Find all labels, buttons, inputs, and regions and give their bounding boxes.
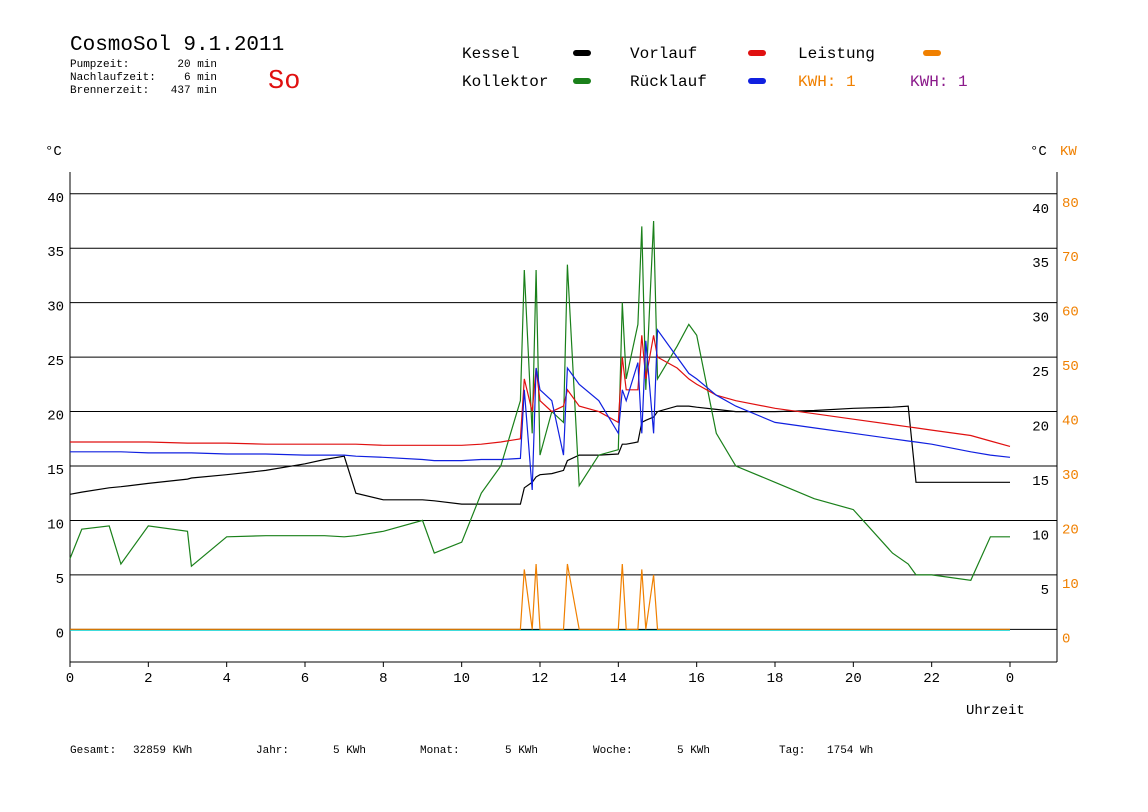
x-tick-label: 18 — [767, 671, 784, 687]
legend-label: Kollektor — [462, 73, 548, 91]
y-tick-label: 20 — [47, 409, 64, 425]
status: So — [268, 67, 300, 97]
legend-label: Vorlauf — [630, 45, 697, 63]
chart-title: CosmoSol 9.1.2011 — [70, 34, 284, 57]
x-tick-label: 20 — [845, 671, 862, 687]
total-label: Jahr: — [256, 745, 289, 757]
legend-label: Leistung — [798, 45, 875, 63]
x-tick-label: 4 — [222, 671, 230, 687]
y-tick-label: 25 — [47, 354, 64, 370]
total-label: Woche: — [593, 745, 633, 757]
x-tick-label: 14 — [610, 671, 627, 687]
y-axis-label: °C — [45, 144, 62, 160]
kwh-label: KWH: 1 — [910, 73, 968, 91]
y-tick-label: 40 — [47, 191, 64, 207]
series-line — [70, 328, 1011, 491]
total-label: Gesamt: — [70, 745, 116, 757]
y2-tick-label: 0 — [1062, 631, 1070, 647]
stat-label: Brennerzeit: — [70, 85, 149, 97]
y-right-tick-label: 10 — [1032, 528, 1049, 544]
x-tick-label: 6 — [301, 671, 309, 687]
y-tick-label: 10 — [47, 517, 64, 533]
x-tick-label: 0 — [66, 671, 74, 687]
y2-tick-label: 30 — [1062, 468, 1079, 484]
total-value: 5 KWh — [677, 745, 710, 757]
total-value: 5 KWh — [505, 745, 538, 757]
total-value: 32859 KWh — [133, 745, 192, 757]
y2-tick-label: 40 — [1062, 414, 1079, 430]
x-tick-label: 10 — [453, 671, 470, 687]
y-right-tick-label: 40 — [1032, 202, 1049, 218]
total-label: Monat: — [420, 745, 460, 757]
stat-value: 20 min — [177, 59, 217, 71]
y-right-tick-label: 35 — [1032, 256, 1049, 272]
y-right-tick-label: 25 — [1032, 365, 1049, 381]
y2-axis-label: KW — [1060, 144, 1077, 160]
y-tick-label: 15 — [47, 463, 64, 479]
stat-value: 437 min — [171, 85, 217, 97]
y-tick-label: 0 — [56, 626, 64, 642]
x-tick-label: 16 — [688, 671, 705, 687]
kwh-label: KWH: 1 — [798, 73, 856, 91]
y2-tick-label: 10 — [1062, 577, 1079, 593]
y2-tick-label: 80 — [1062, 196, 1079, 212]
y-tick-label: 5 — [56, 572, 64, 588]
y-right-tick-label: 5 — [1041, 583, 1049, 599]
total-value: 1754 Wh — [827, 745, 873, 757]
series-line — [70, 335, 1011, 447]
x-axis-label: Uhrzeit — [966, 703, 1025, 719]
series-line — [70, 563, 1010, 630]
stat-label: Pumpzeit: — [70, 59, 129, 71]
x-tick-label: 0 — [1006, 671, 1014, 687]
y2-tick-label: 70 — [1062, 250, 1079, 266]
y2-tick-label: 60 — [1062, 305, 1079, 321]
total-label: Tag: — [779, 745, 805, 757]
stat-value: 6 min — [184, 72, 217, 84]
y-right-tick-label: 30 — [1032, 311, 1049, 327]
y-right-tick-label: 15 — [1032, 474, 1049, 490]
total-value: 5 KWh — [333, 745, 366, 757]
x-tick-label: 2 — [144, 671, 152, 687]
y2-axis-label-celsius: °C — [1030, 144, 1047, 160]
legend-label: Kessel — [462, 45, 520, 63]
y2-tick-label: 50 — [1062, 359, 1079, 375]
x-tick-label: 22 — [923, 671, 940, 687]
x-tick-label: 12 — [532, 671, 549, 687]
y2-tick-label: 20 — [1062, 522, 1079, 538]
series-line — [69, 220, 1010, 581]
y-tick-label: 30 — [47, 300, 64, 316]
x-tick-label: 8 — [379, 671, 387, 687]
y-tick-label: 35 — [47, 245, 64, 261]
y-right-tick-label: 20 — [1032, 420, 1049, 436]
legend-label: Rücklauf — [630, 73, 707, 91]
stat-label: Nachlaufzeit: — [70, 72, 156, 84]
